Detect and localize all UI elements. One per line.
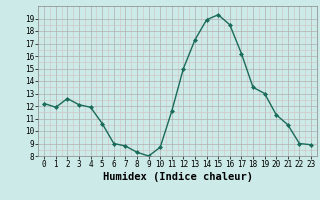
X-axis label: Humidex (Indice chaleur): Humidex (Indice chaleur) [103,172,252,182]
